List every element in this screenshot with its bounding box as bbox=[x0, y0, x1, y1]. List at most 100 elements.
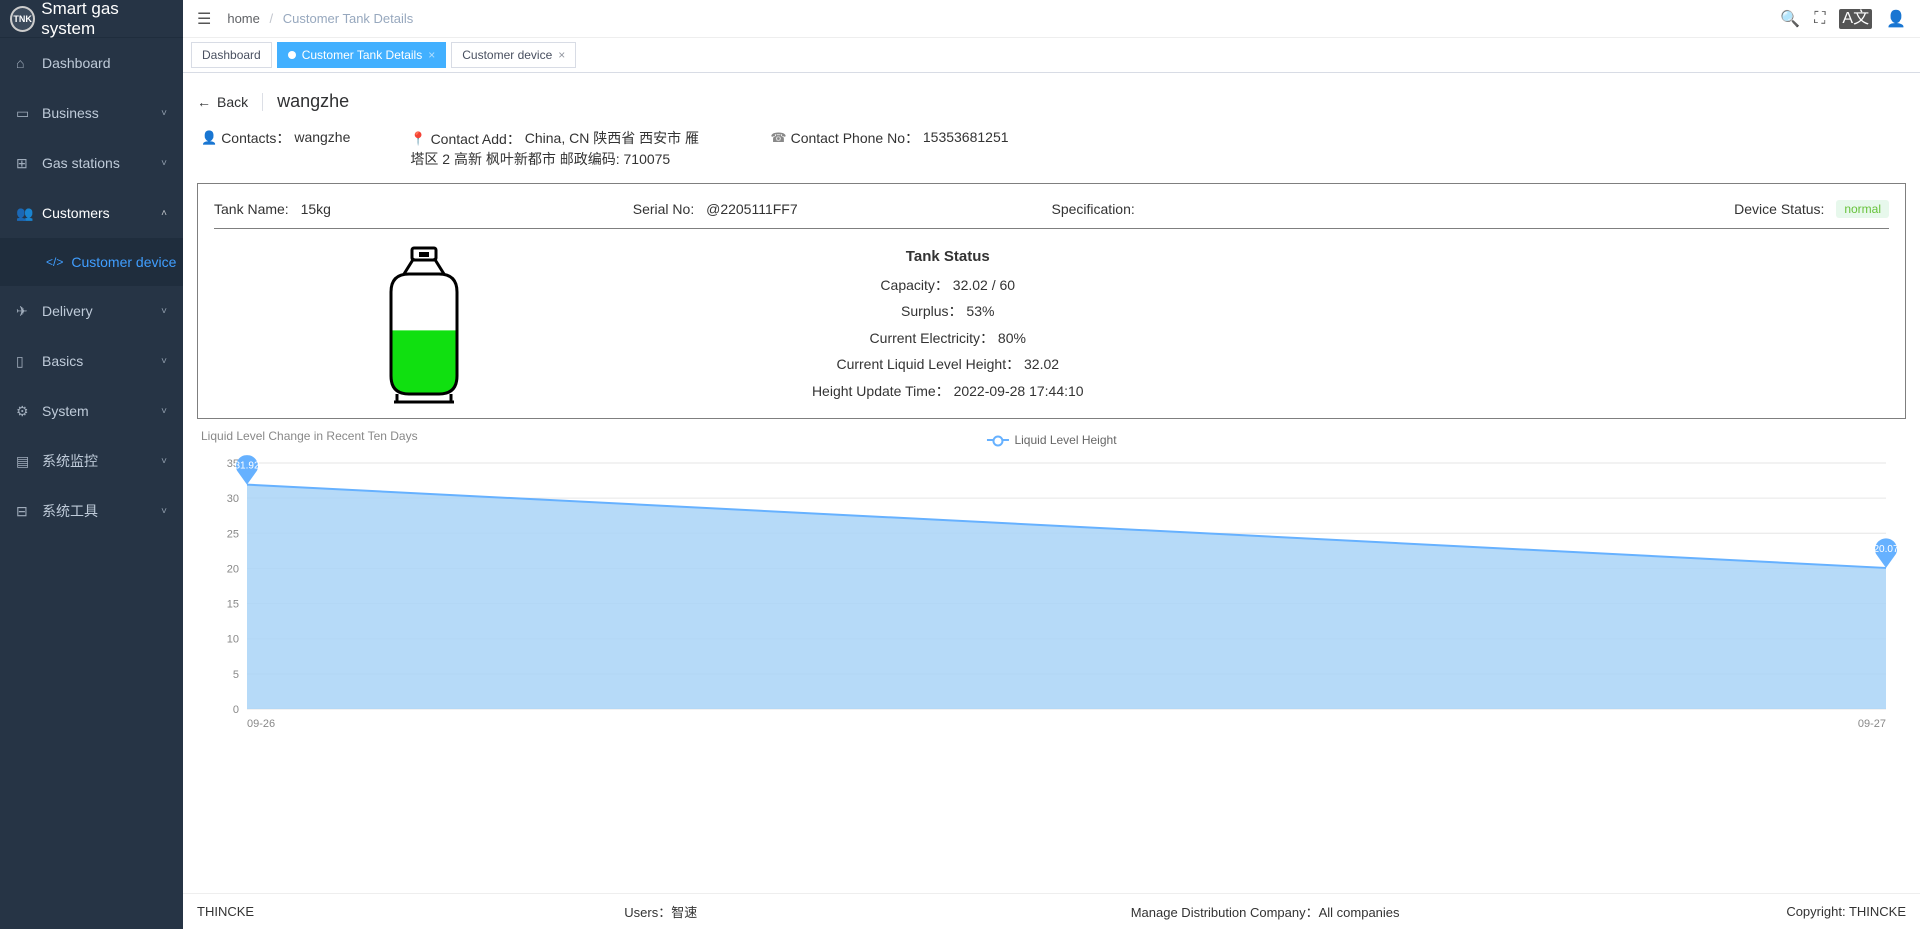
contacts-value: wangzhe bbox=[294, 129, 350, 145]
language-switch[interactable]: A文 bbox=[1839, 9, 1872, 29]
search-icon[interactable]: 🔍 bbox=[1780, 9, 1800, 29]
spec-label: Specification: bbox=[1052, 201, 1135, 217]
sidebar-item-delivery[interactable]: ✈ Delivery ˅ bbox=[0, 286, 183, 336]
tank-row-key: Surplus： bbox=[901, 303, 962, 319]
tank-status-block: Tank Status Capacity： 32.02 / 60 Surplus：… bbox=[634, 243, 1262, 404]
breadcrumb: home / Customer Tank Details bbox=[227, 11, 413, 26]
monitor-icon: ▤ bbox=[16, 453, 32, 470]
serial-label: Serial No: bbox=[633, 201, 694, 217]
chevron-down-icon: ˅ bbox=[161, 306, 167, 317]
chevron-down-icon: ˅ bbox=[161, 158, 167, 169]
tank-name-label: Tank Name: bbox=[214, 201, 289, 217]
breadcrumb-home[interactable]: home bbox=[227, 11, 260, 26]
svg-text:09-27: 09-27 bbox=[1858, 718, 1886, 730]
sidebar-item-gas-stations[interactable]: ⊞ Gas stations ˅ bbox=[0, 138, 183, 188]
sidebar-item-system[interactable]: ⚙ System ˅ bbox=[0, 386, 183, 436]
page-title: wangzhe bbox=[277, 91, 349, 112]
footer-manage-value: All companies bbox=[1319, 905, 1400, 920]
sidebar-item-label: 系统监控 bbox=[42, 451, 98, 471]
customer-info: 👤 Contacts： wangzhe 📍 Contact Add： China… bbox=[197, 126, 1906, 183]
close-icon[interactable]: × bbox=[558, 48, 565, 62]
svg-text:20: 20 bbox=[227, 564, 239, 576]
code-icon: </> bbox=[46, 255, 63, 269]
footer-copyright: Copyright: THINCKE bbox=[1479, 904, 1906, 919]
chevron-down-icon: ˅ bbox=[161, 108, 167, 119]
fullscreen-icon[interactable]: ⛶ bbox=[1814, 10, 1825, 28]
tank-row-key: Capacity： bbox=[880, 277, 948, 293]
tab-label: Customer device bbox=[462, 48, 552, 62]
svg-text:31.92: 31.92 bbox=[234, 461, 259, 472]
sidebar-item-label: Dashboard bbox=[42, 55, 111, 71]
device-status-label: Device Status: bbox=[1734, 201, 1824, 217]
phone-label: Contact Phone No： bbox=[791, 128, 919, 148]
sidebar-item-monitor[interactable]: ▤ 系统监控 ˅ bbox=[0, 436, 183, 486]
phone-icon: ☎ bbox=[770, 130, 786, 146]
tools-icon: ⊟ bbox=[16, 503, 32, 520]
tank-row-key: Height Update Time： bbox=[812, 383, 950, 399]
sidebar-item-dashboard[interactable]: ⌂ Dashboard bbox=[0, 38, 183, 88]
user-icon[interactable]: 👤 bbox=[1886, 9, 1906, 29]
breadcrumb-separator: / bbox=[270, 11, 274, 26]
topbar-actions: 🔍 ⛶ A文 👤 bbox=[1780, 9, 1906, 29]
tank-status-title: Tank Status bbox=[634, 243, 1262, 272]
tank-row-value: 32.02 bbox=[1024, 356, 1059, 372]
contacts-label: Contacts： bbox=[221, 128, 290, 148]
sidebar-subitem-customer-device[interactable]: </> Customer device bbox=[0, 238, 183, 286]
svg-text:25: 25 bbox=[227, 529, 239, 541]
brand-name: Smart gas system bbox=[41, 0, 173, 39]
plane-icon: ✈ bbox=[16, 303, 32, 320]
tank-row-value: 32.02 / 60 bbox=[953, 277, 1015, 293]
tank-row-key: Current Electricity： bbox=[870, 330, 994, 346]
device-status-value: normal bbox=[1836, 200, 1889, 218]
sidebar-item-label: Delivery bbox=[42, 303, 93, 319]
tab-active-dot-icon bbox=[288, 51, 296, 59]
back-label: Back bbox=[217, 94, 248, 110]
person-icon: 👤 bbox=[201, 130, 217, 146]
chevron-down-icon: ˅ bbox=[161, 356, 167, 367]
legend-label: Liquid Level Height bbox=[1014, 433, 1116, 447]
tab-customer-device[interactable]: Customer device × bbox=[451, 42, 576, 68]
sidebar-item-customers[interactable]: 👥 Customers ˄ bbox=[0, 188, 183, 238]
sidebar-item-tools[interactable]: ⊟ 系统工具 ˅ bbox=[0, 486, 183, 536]
svg-text:20.07: 20.07 bbox=[1873, 544, 1898, 555]
topbar: ☰ home / Customer Tank Details 🔍 ⛶ A文 👤 bbox=[183, 0, 1920, 38]
tank-row-value: 53% bbox=[966, 303, 994, 319]
chevron-up-icon: ˄ bbox=[161, 208, 167, 219]
arrow-left-icon: ← bbox=[197, 94, 211, 110]
tank-name-value: 15kg bbox=[301, 201, 331, 217]
chart-legend: Liquid Level Height bbox=[986, 433, 1116, 447]
users-icon: 👥 bbox=[16, 205, 32, 222]
sidebar-item-basics[interactable]: ▯ Basics ˅ bbox=[0, 336, 183, 386]
sidebar-item-label: System bbox=[42, 403, 89, 419]
svg-text:30: 30 bbox=[227, 494, 239, 506]
brand-logo[interactable]: TNK Smart gas system bbox=[0, 0, 183, 38]
pin-icon: 📍 bbox=[410, 131, 426, 147]
footer-users-label: Users： bbox=[624, 905, 671, 920]
footer: THINCKE Users：智速 Manage Distribution Com… bbox=[183, 893, 1920, 929]
gear-icon: ⚙ bbox=[16, 403, 32, 420]
divider bbox=[262, 93, 263, 111]
phone-value: 15353681251 bbox=[923, 129, 1009, 145]
sidebar-item-label: Basics bbox=[42, 353, 83, 369]
tab-dashboard[interactable]: Dashboard bbox=[191, 42, 272, 68]
tank-row-value: 2022-09-28 17:44:10 bbox=[954, 383, 1084, 399]
close-icon[interactable]: × bbox=[428, 48, 435, 62]
tab-customer-tank-details[interactable]: Customer Tank Details × bbox=[277, 42, 447, 68]
sidebar-menu: ⌂ Dashboard ▭ Business ˅ ⊞ Gas stations … bbox=[0, 38, 183, 929]
menu-toggle-icon[interactable]: ☰ bbox=[197, 9, 211, 29]
doc-icon: ▯ bbox=[16, 353, 32, 370]
liquid-level-chart: Liquid Level Height 0510152025303531.920… bbox=[197, 445, 1906, 738]
sidebar-item-label: Gas stations bbox=[42, 155, 120, 171]
footer-users-value: 智速 bbox=[671, 905, 697, 920]
brand-badge: TNK bbox=[10, 6, 35, 32]
gauge-icon: ⌂ bbox=[16, 55, 32, 71]
sidebar-item-business[interactable]: ▭ Business ˅ bbox=[0, 88, 183, 138]
tank-panel: Tank Name: 15kg Serial No: @2205111FF7 S… bbox=[197, 183, 1906, 419]
tabs-bar: Dashboard Customer Tank Details × Custom… bbox=[183, 38, 1920, 73]
tank-row-key: Current Liquid Level Height： bbox=[836, 356, 1020, 372]
sidebar-item-label: Customers bbox=[42, 205, 110, 221]
address-label: Contact Add： bbox=[431, 129, 521, 149]
back-button[interactable]: ← Back bbox=[197, 94, 248, 110]
tab-label: Customer Tank Details bbox=[302, 48, 423, 62]
chevron-down-icon: ˅ bbox=[161, 406, 167, 417]
